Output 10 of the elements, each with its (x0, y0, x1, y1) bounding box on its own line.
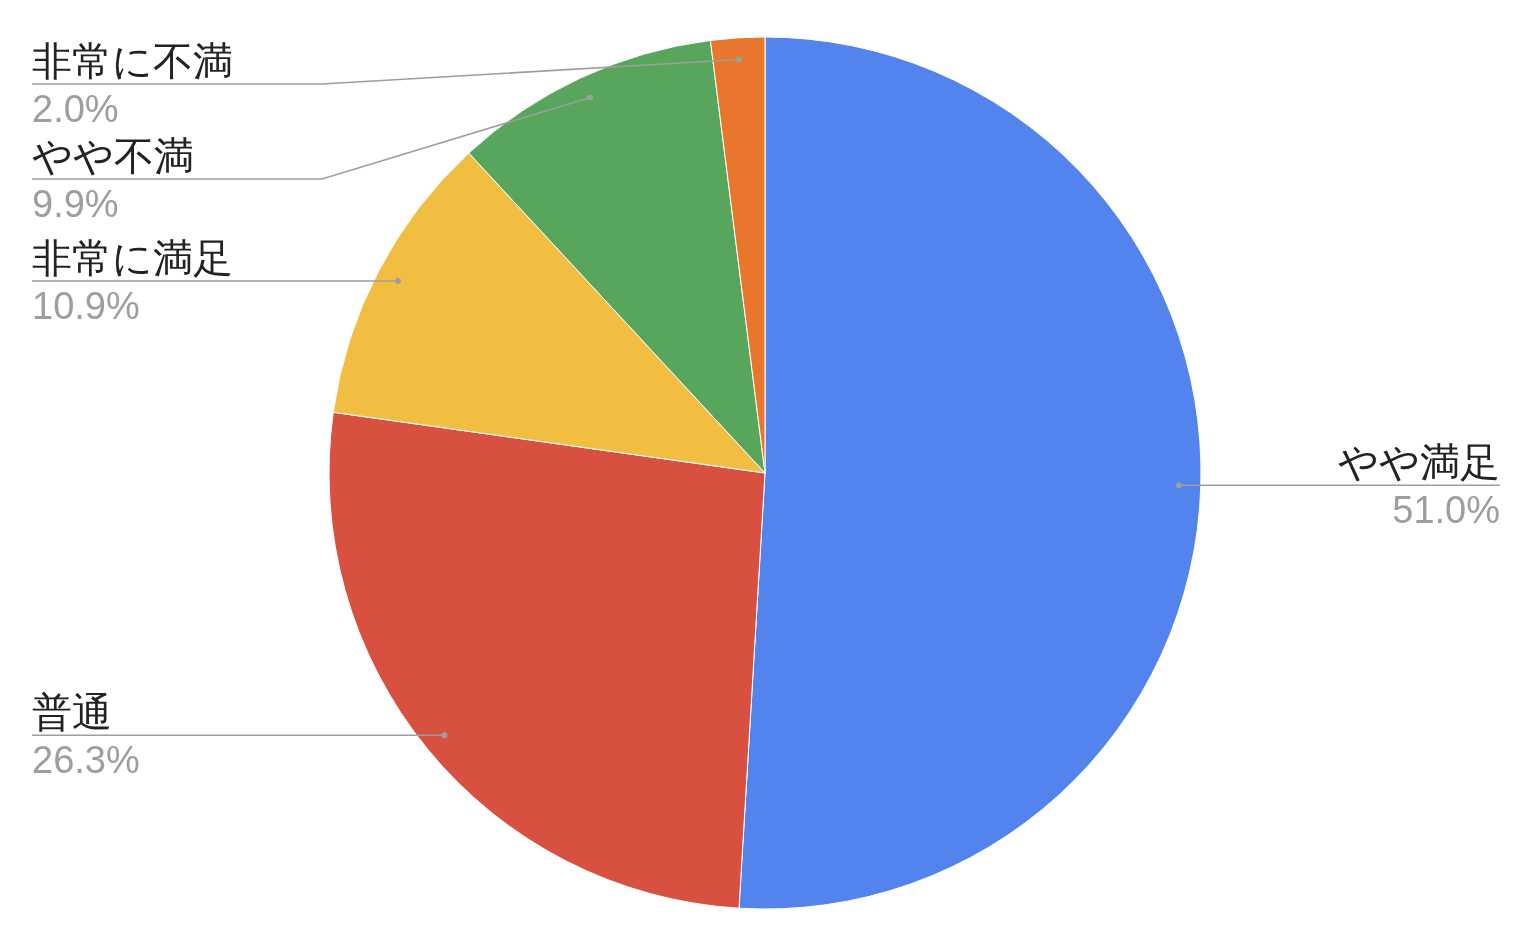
data-label: 9.9% (32, 183, 119, 225)
data-label: 26.3% (32, 739, 140, 782)
slice-label: 非常に満足 (32, 235, 233, 282)
data-label: 2.0% (32, 88, 119, 130)
slice-label: やや満足 (1338, 439, 1500, 486)
data-label: 51.0% (1392, 489, 1500, 532)
slice-label: 非常に不満 (32, 38, 233, 84)
slice-label: 普通 (32, 689, 112, 736)
data-label: 10.9% (32, 285, 140, 328)
slice-label: やや不満 (32, 133, 194, 179)
